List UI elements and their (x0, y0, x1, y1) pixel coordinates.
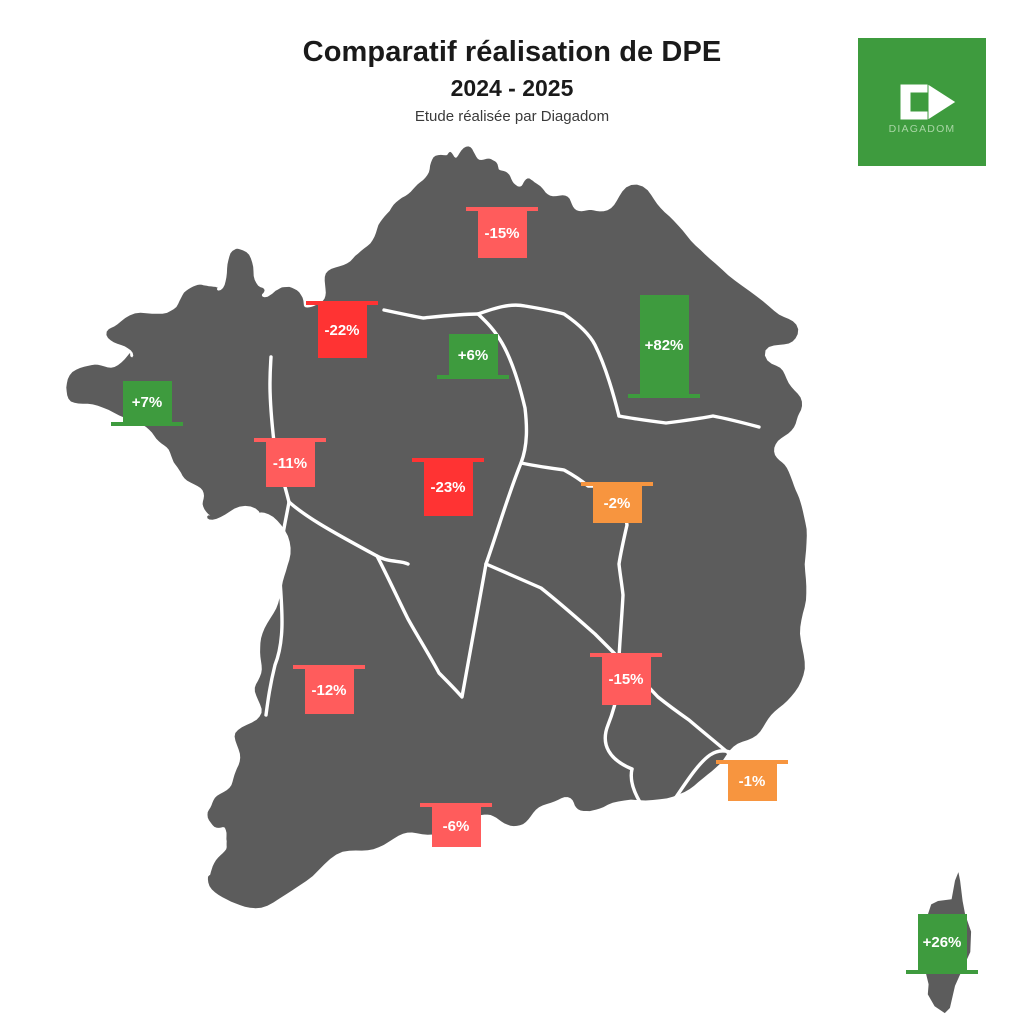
svg-text:DIAGADOM: DIAGADOM (889, 123, 956, 135)
